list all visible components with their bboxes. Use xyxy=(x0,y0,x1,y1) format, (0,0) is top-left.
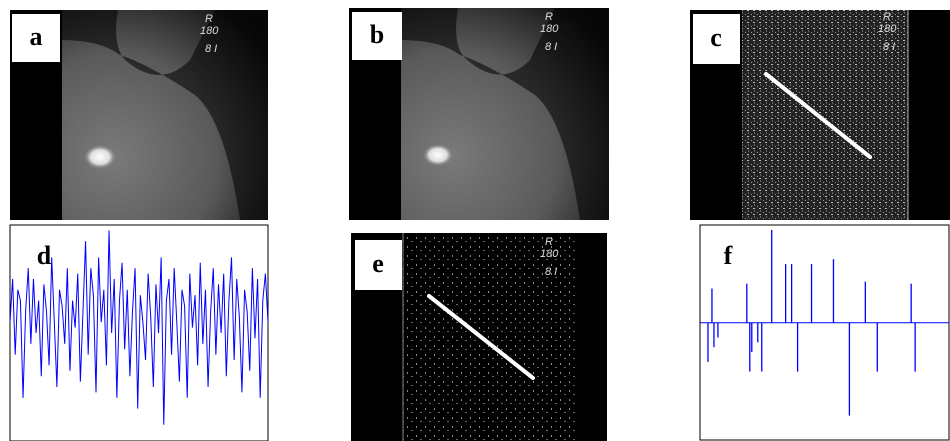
marking: R xyxy=(205,13,213,25)
marking: R xyxy=(545,11,553,23)
marking: R xyxy=(883,11,891,23)
panel-label: e xyxy=(372,249,384,278)
signal-line xyxy=(9,230,269,425)
marking: 180 xyxy=(540,23,559,35)
panel-e: e R 180 8 I xyxy=(351,233,607,441)
panel-d: d xyxy=(9,224,269,441)
marking: 8 I xyxy=(883,41,895,53)
marking: 180 xyxy=(878,23,897,35)
marking: 180 xyxy=(540,248,559,260)
panel-a: a R 180 8 I xyxy=(10,10,268,220)
marking: 8 I xyxy=(205,43,217,55)
panel-b: b R 180 8 I xyxy=(349,8,609,220)
panel-label: f xyxy=(724,241,733,270)
panel-label: a xyxy=(30,22,43,51)
panel-label: d xyxy=(37,241,52,270)
marking: 8 I xyxy=(545,266,557,278)
panel-label: b xyxy=(370,20,384,49)
marking: R xyxy=(545,236,553,248)
marking: 180 xyxy=(200,25,219,37)
marking: 8 I xyxy=(545,41,557,53)
panel-f: f xyxy=(699,224,950,441)
panel-c: c R 180 8 I xyxy=(690,10,950,220)
panel-label: c xyxy=(710,23,722,52)
